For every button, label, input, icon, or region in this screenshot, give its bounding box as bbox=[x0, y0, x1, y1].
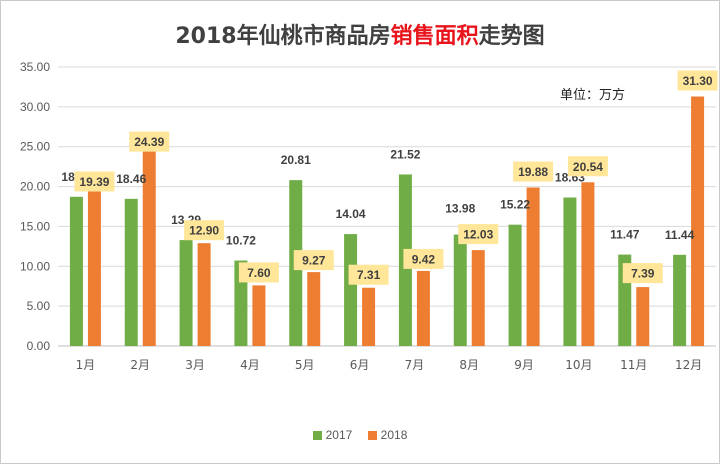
data-label-box-2018 bbox=[567, 156, 608, 177]
legend: 2017 2018 bbox=[0, 428, 720, 442]
x-tick-label: 7月 bbox=[405, 358, 425, 372]
data-label-2017: 11.47 bbox=[610, 228, 640, 242]
y-tick-label: 25.00 bbox=[20, 140, 50, 154]
bar-2018 bbox=[526, 187, 540, 346]
legend-item-2017: 2017 bbox=[312, 428, 353, 442]
x-tick-label: 11月 bbox=[620, 358, 647, 372]
x-tick-label: 5月 bbox=[295, 358, 315, 372]
data-label-2017: 20.81 bbox=[281, 153, 311, 167]
legend-swatch-2018 bbox=[367, 431, 377, 440]
x-tick-label: 10月 bbox=[565, 358, 592, 372]
x-tick-label: 2月 bbox=[130, 358, 150, 372]
data-label-2018: 9.27 bbox=[302, 254, 326, 268]
y-tick-label: 5.00 bbox=[27, 299, 51, 313]
data-label-box-2018 bbox=[293, 250, 334, 271]
unit-label: 单位：万方 bbox=[560, 88, 626, 103]
x-tick-label: 12月 bbox=[675, 358, 702, 372]
data-label-2018: 12.03 bbox=[463, 228, 493, 242]
x-tick-label: 1月 bbox=[76, 358, 96, 372]
data-label-box-2018 bbox=[622, 263, 663, 284]
bar-2017 bbox=[344, 234, 358, 346]
legend-label-2017: 2017 bbox=[325, 428, 353, 442]
data-label-2018: 9.42 bbox=[412, 252, 436, 266]
data-label-2018: 19.88 bbox=[518, 165, 548, 179]
y-tick-label: 10.00 bbox=[20, 259, 50, 273]
bar-2017 bbox=[179, 240, 193, 346]
data-label-box-2018 bbox=[129, 131, 170, 152]
data-label-box-2018 bbox=[513, 161, 554, 182]
bar-2018 bbox=[416, 270, 430, 346]
data-label-2018: 19.39 bbox=[79, 175, 109, 189]
data-label-box-2018 bbox=[184, 220, 225, 241]
bar-2018 bbox=[581, 182, 595, 346]
x-tick-label: 6月 bbox=[350, 358, 370, 372]
data-label-2017: 21.52 bbox=[390, 147, 420, 161]
bar-2017 bbox=[673, 254, 687, 346]
legend-swatch-2017 bbox=[312, 431, 322, 440]
data-label-2018: 7.31 bbox=[357, 268, 381, 282]
bar-2018 bbox=[362, 287, 376, 346]
data-label-2018: 31.30 bbox=[683, 74, 713, 88]
data-label-2017: 13.98 bbox=[445, 202, 475, 216]
data-label-2017: 15.22 bbox=[500, 198, 530, 212]
y-tick-label: 30.00 bbox=[20, 100, 50, 114]
data-label-box-2018 bbox=[458, 224, 499, 245]
data-label-2018: 7.60 bbox=[247, 266, 271, 280]
bar-2018 bbox=[307, 272, 321, 346]
bar-2017 bbox=[508, 224, 522, 346]
data-label-box-2018 bbox=[238, 262, 279, 283]
bar-2018 bbox=[471, 250, 485, 346]
data-label-2018: 20.54 bbox=[573, 160, 603, 174]
data-label-box-2018 bbox=[74, 171, 115, 192]
y-tick-label: 0.00 bbox=[27, 339, 51, 353]
y-tick-label: 35.00 bbox=[20, 60, 50, 74]
data-label-box-2018 bbox=[677, 70, 718, 91]
bar-2018 bbox=[197, 243, 211, 346]
data-label-box-2018 bbox=[348, 264, 389, 285]
bar-2017 bbox=[563, 197, 577, 346]
bar-2018 bbox=[691, 96, 705, 346]
data-label-2017: 10.72 bbox=[226, 234, 256, 248]
data-label-2017: 14.04 bbox=[336, 207, 366, 221]
bar-2017 bbox=[453, 234, 467, 346]
data-label-2018: 24.39 bbox=[134, 135, 164, 149]
x-tick-label: 8月 bbox=[459, 358, 479, 372]
data-label-2017: 18.46 bbox=[116, 172, 146, 186]
bar-2018 bbox=[252, 285, 266, 346]
x-tick-label: 9月 bbox=[514, 358, 534, 372]
data-label-box-2018 bbox=[403, 248, 444, 269]
bar-2018 bbox=[142, 151, 156, 346]
bar-2017 bbox=[69, 196, 83, 346]
x-tick-label: 4月 bbox=[240, 358, 260, 372]
data-label-2018: 12.90 bbox=[189, 224, 219, 238]
data-label-2017: 11.44 bbox=[665, 228, 695, 242]
legend-item-2018: 2018 bbox=[367, 428, 408, 442]
y-tick-label: 15.00 bbox=[20, 219, 50, 233]
bar-2018 bbox=[636, 287, 650, 346]
legend-label-2018: 2018 bbox=[380, 428, 408, 442]
x-tick-label: 3月 bbox=[185, 358, 205, 372]
data-label-2018: 7.39 bbox=[631, 267, 655, 281]
bar-2018 bbox=[87, 191, 101, 346]
y-tick-label: 20.00 bbox=[20, 180, 50, 194]
chart-title: 2018年仙桃市商品房销售面积走势图 bbox=[175, 24, 545, 49]
bar-2017 bbox=[124, 198, 138, 346]
